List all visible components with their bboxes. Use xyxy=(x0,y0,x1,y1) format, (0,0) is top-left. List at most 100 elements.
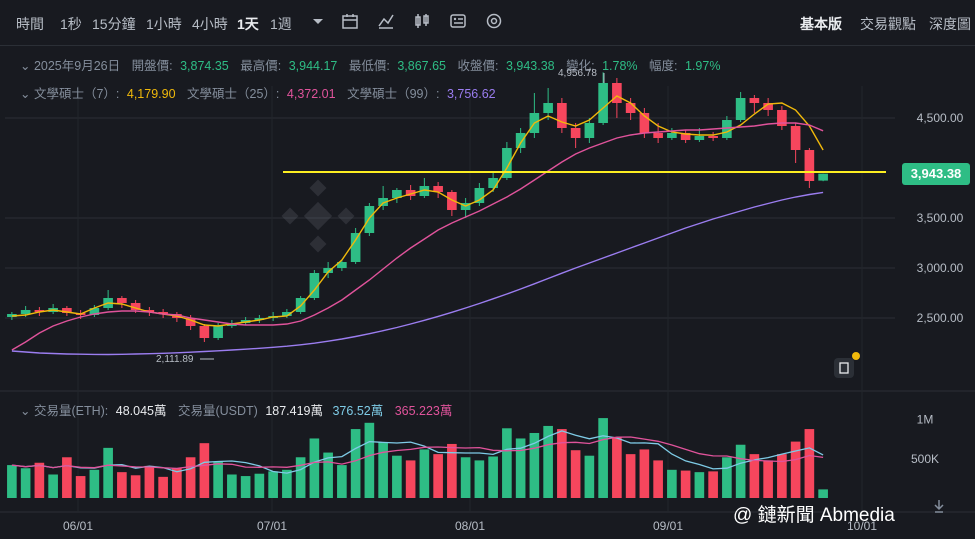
volume-bar xyxy=(254,473,265,498)
candle-body xyxy=(515,133,526,148)
candle-body xyxy=(708,136,718,138)
ma7-label: 文學碩士（7）: xyxy=(34,86,119,101)
vol-chevron-icon: ⌄ xyxy=(20,404,34,418)
price-tick-label: 3,500.00 xyxy=(917,211,964,225)
volume-bar xyxy=(722,457,732,498)
interval-time[interactable]: 時間 xyxy=(16,16,44,32)
ohlc-date: 2025年9月26日 xyxy=(34,59,120,73)
amplitude-label: 幅度: xyxy=(649,58,677,73)
volume-bar xyxy=(199,443,210,498)
volume-bar xyxy=(804,429,815,498)
candle-body xyxy=(62,308,72,313)
candle-body xyxy=(144,310,155,312)
volume-bar xyxy=(584,455,595,498)
candle-body xyxy=(199,326,210,338)
candle-body xyxy=(653,133,663,138)
volume-bar xyxy=(405,460,416,498)
volume-bar xyxy=(323,452,333,498)
candle-body xyxy=(667,133,677,138)
volume-bar xyxy=(350,429,361,498)
volume-tick-label: 1M xyxy=(917,413,934,427)
high-label: 最高價: xyxy=(240,58,281,73)
volume-bar xyxy=(570,450,581,498)
interval-1d[interactable]: 1天 xyxy=(237,16,259,32)
candle-type-icon[interactable] xyxy=(412,11,432,31)
open-value: 3,874.35 xyxy=(180,59,229,73)
candle-body xyxy=(350,233,361,262)
low-value: 3,867.65 xyxy=(397,59,446,73)
volume-bar xyxy=(488,456,498,498)
volume-bar xyxy=(515,438,526,498)
volume-bar xyxy=(460,457,471,498)
candle-body xyxy=(323,268,333,273)
volume-bar xyxy=(172,468,182,498)
candle-body xyxy=(419,186,430,196)
volume-bar xyxy=(62,457,72,498)
interval-1h[interactable]: 1小時 xyxy=(146,16,182,32)
candle-body xyxy=(557,103,567,128)
grid xyxy=(0,86,975,513)
candle-body xyxy=(584,123,595,138)
price-tick-label: 4,500.00 xyxy=(917,111,964,125)
ma25-value: 4,372.01 xyxy=(287,87,336,101)
candle-body xyxy=(570,128,581,138)
interval-4h[interactable]: 4小時 xyxy=(192,16,228,32)
volume-bar xyxy=(227,474,237,498)
candles xyxy=(7,72,828,342)
interval-1s[interactable]: 1秒 xyxy=(60,16,82,32)
candle-body xyxy=(282,312,292,316)
ma7-value: 4,179.90 xyxy=(127,87,176,101)
change-label: 變化: xyxy=(566,58,594,73)
candle-body xyxy=(185,318,196,326)
volume-bar xyxy=(557,429,567,498)
settings-icon[interactable] xyxy=(484,11,504,31)
close-label: 收盤價: xyxy=(457,59,498,73)
interval-15m[interactable]: 15分鐘 xyxy=(92,16,136,32)
time-tick-label: 08/01 xyxy=(455,519,485,533)
volume-bar xyxy=(378,442,388,498)
candlestick-chart[interactable]: 4,500.00 3,500.00 3,000.00 2,500.00 1M 500K 0… xyxy=(0,46,975,539)
candle-body xyxy=(598,83,608,123)
time-axis: 06/01 07/01 08/01 09/01 10/01 xyxy=(63,519,877,533)
candle-body xyxy=(20,310,31,314)
volume-bar xyxy=(818,489,828,498)
vol-eth-label: 交易量(ETH): xyxy=(34,403,108,418)
price-axis: 4,500.00 3,500.00 3,000.00 2,500.00 1M 500K xyxy=(911,111,964,466)
volume-bar xyxy=(763,460,773,498)
view-depth[interactable]: 深度圖 xyxy=(929,16,971,32)
moving-averages xyxy=(11,95,824,356)
volume-bar xyxy=(89,469,100,498)
candle-body xyxy=(378,198,388,206)
candle-body xyxy=(790,126,801,150)
candle-body xyxy=(34,310,45,312)
volume-bar xyxy=(268,471,278,498)
download-icon[interactable] xyxy=(934,500,944,513)
candle-body xyxy=(337,262,347,268)
volume-bar xyxy=(639,449,650,498)
volume-bar xyxy=(213,461,223,498)
svg-text:⌄ 2025年9月26日 開盤價:: ⌄ 2025年9月26日 開盤價: 3,874.35 最高價: 3,944.17… xyxy=(20,58,720,73)
volume-bar xyxy=(694,472,705,498)
alert-icon[interactable] xyxy=(834,352,860,378)
time-tick-label: 09/01 xyxy=(653,519,683,533)
indicator-icon[interactable] xyxy=(376,11,396,31)
volume-tick-label: 500K xyxy=(911,452,939,466)
volume-bar xyxy=(240,476,251,498)
vol-eth-value: 48.045萬 xyxy=(116,404,167,418)
candle-body xyxy=(447,192,457,210)
view-basic[interactable]: 基本版 xyxy=(800,16,842,32)
interval-1w[interactable]: 1週 xyxy=(270,16,292,32)
vol-ma1-value: 376.52萬 xyxy=(332,404,383,418)
candle-body xyxy=(158,312,168,314)
volume-moving-averages xyxy=(11,430,824,474)
price-tick-label: 3,000.00 xyxy=(917,261,964,275)
candle-body xyxy=(543,103,553,113)
template-icon[interactable] xyxy=(448,11,468,31)
volume-bar xyxy=(337,465,347,498)
volume-bar xyxy=(130,475,141,498)
calendar-icon[interactable] xyxy=(340,11,360,31)
view-tradingview[interactable]: 交易觀點 xyxy=(860,16,916,32)
chevron-down-icon[interactable] xyxy=(308,11,328,31)
high-value: 3,944.17 xyxy=(289,59,338,73)
volume-bar xyxy=(625,454,636,498)
